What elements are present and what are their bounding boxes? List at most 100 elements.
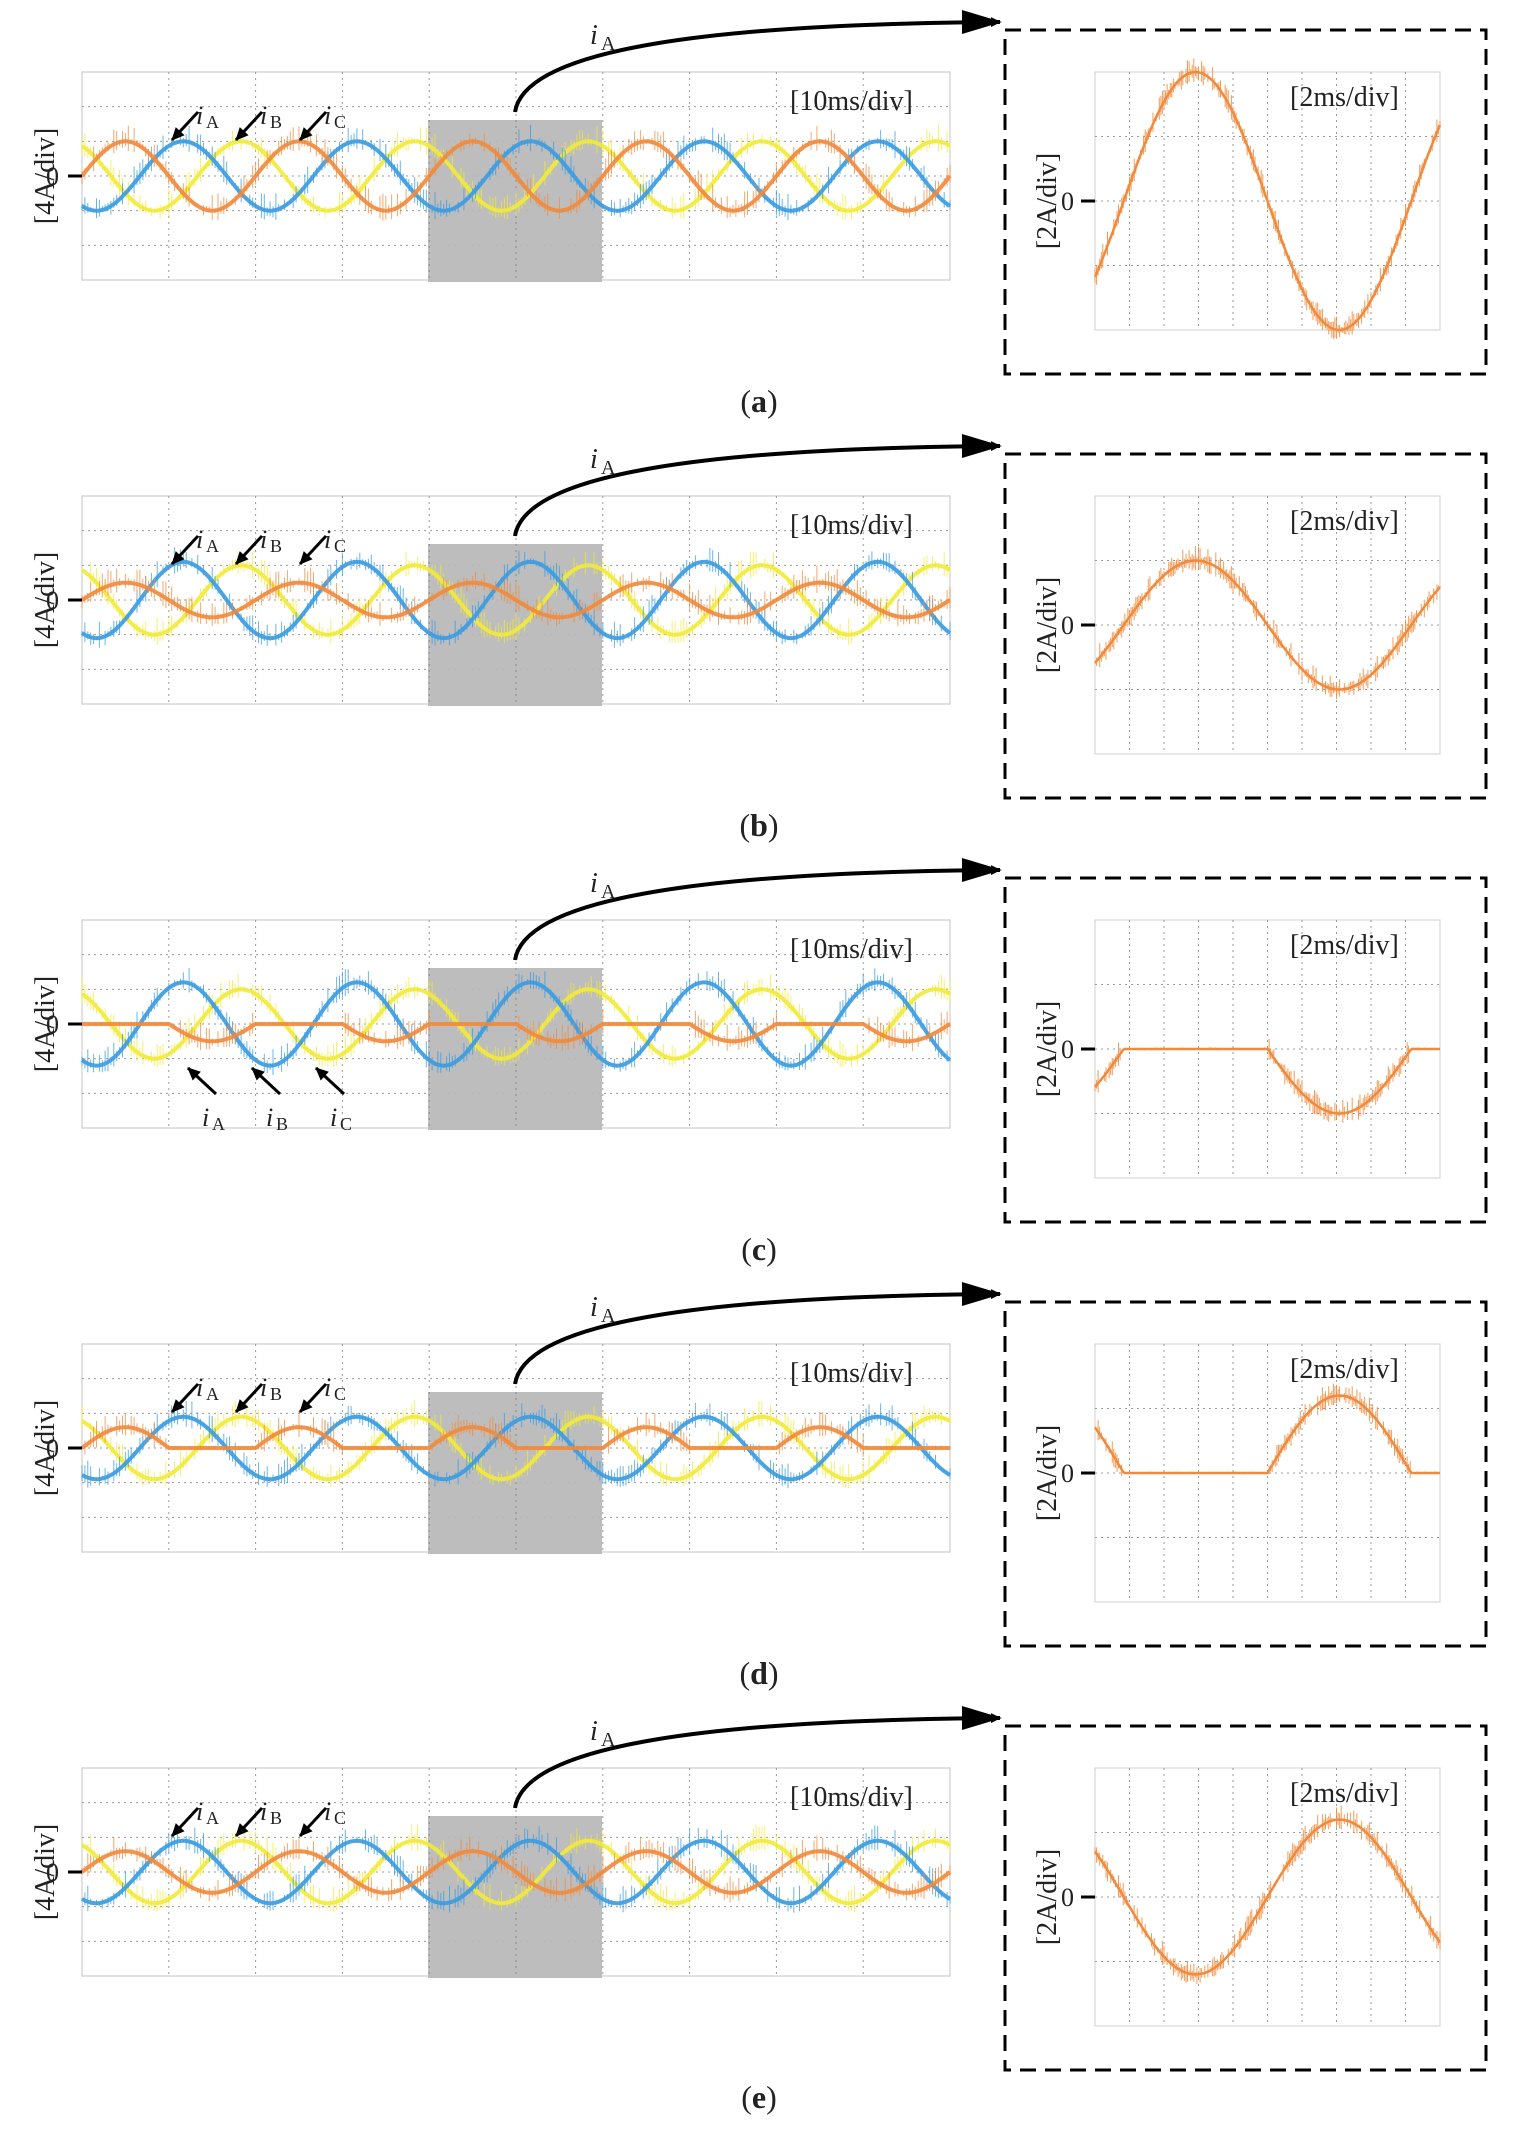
zero-label: 0 xyxy=(46,1858,59,1887)
phase-var: i xyxy=(196,1373,203,1402)
connector-arrowhead xyxy=(962,1282,1002,1306)
zoom-series-iA xyxy=(1093,70,1442,332)
zoom-ylabel: [2A/div] xyxy=(1032,153,1063,249)
series-iB xyxy=(80,980,952,1068)
zoom-timebase: [2ms/div] xyxy=(1290,506,1399,537)
zoom-region-highlight xyxy=(428,1816,602,1978)
phase-sub: C xyxy=(334,1808,346,1828)
phase-var: i xyxy=(330,1103,337,1132)
zoom-title-sub: A xyxy=(601,881,616,903)
pointer-arrow xyxy=(234,1382,264,1414)
connector-arrow xyxy=(513,1289,1001,1385)
zoom-ylabel: [2A/div] xyxy=(1032,1849,1063,1945)
phase-var: i xyxy=(260,1797,267,1826)
phase-sub: A xyxy=(206,1384,219,1404)
main-ylabel: [4A/div] xyxy=(30,976,61,1072)
zoom-title-var: i xyxy=(590,444,598,475)
zoom-timebase: [2ms/div] xyxy=(1290,1354,1399,1385)
phase-var: i xyxy=(260,101,267,130)
zoom-series-iA xyxy=(1093,1394,1440,1475)
caption-letter: c xyxy=(752,1231,766,1267)
pointer-arrow xyxy=(314,1066,346,1096)
zoom-title-var: i xyxy=(590,1292,598,1323)
pointer-arrow xyxy=(250,1066,282,1096)
series-iA xyxy=(82,1022,952,1044)
zoom-box-frame xyxy=(1003,1300,1488,1648)
zoom-timebase: [2ms/div] xyxy=(1290,82,1399,113)
main-ylabel: [4A/div] xyxy=(30,128,61,224)
connector-arrow xyxy=(513,441,1001,537)
panel-caption: (c) xyxy=(741,1231,777,1267)
phase-var: i xyxy=(324,525,331,554)
phase-sub: A xyxy=(206,112,219,132)
caption-close-paren: ) xyxy=(766,2079,777,2115)
zoom-title-sub: A xyxy=(601,1729,616,1751)
phase-var: i xyxy=(324,101,331,130)
zero-label: 0 xyxy=(46,1010,59,1039)
zoom-zero-label: 0 xyxy=(1061,1883,1074,1912)
zoom-plot: 0[2A/div] [2ms/div] xyxy=(1003,28,1488,376)
panel-caption: (e) xyxy=(741,2079,777,2115)
pointer-arrow xyxy=(170,534,200,566)
panel-caption: (a) xyxy=(740,383,777,419)
zero-label: 0 xyxy=(46,1434,59,1463)
phase-sub: A xyxy=(212,1114,225,1134)
connector-arrow xyxy=(513,17,1001,113)
main-timebase: [10ms/div] xyxy=(790,934,913,965)
series-iA xyxy=(80,580,952,620)
main-ylabel: [4A/div] xyxy=(30,552,61,648)
zero-label: 0 xyxy=(46,586,59,615)
zoom-plot: 0[2A/div] [2ms/div] xyxy=(1003,876,1488,1224)
phase-sub: B xyxy=(270,1384,282,1404)
phase-var: i xyxy=(196,101,203,130)
pointer-arrow xyxy=(170,1806,200,1838)
connector-arrowhead xyxy=(962,10,1002,34)
series-iA xyxy=(80,1849,952,1895)
main-ylabel: [4A/div] xyxy=(30,1400,61,1496)
zoom-ylabel: [2A/div] xyxy=(1032,577,1063,673)
caption-letter: d xyxy=(750,1655,768,1691)
phase-sub: C xyxy=(334,1384,346,1404)
pointer-arrow xyxy=(186,1066,218,1096)
zero-label: 0 xyxy=(46,162,59,191)
zoom-region-highlight xyxy=(428,1392,602,1554)
caption-open-paren: ( xyxy=(741,1231,752,1267)
zoom-box-frame xyxy=(1003,452,1488,800)
connector-arrowhead xyxy=(962,434,1002,458)
caption-letter: a xyxy=(751,383,767,419)
caption-letter: e xyxy=(752,2079,766,2115)
pointer-arrow xyxy=(298,110,328,142)
main-timebase: [10ms/div] xyxy=(790,86,913,117)
zoom-zero-label: 0 xyxy=(1061,187,1074,216)
zoom-box-frame xyxy=(1003,28,1488,376)
phase-sub: A xyxy=(206,536,219,556)
caption-open-paren: ( xyxy=(739,807,750,843)
zoom-series-iA xyxy=(1094,1047,1440,1115)
pointer-arrow xyxy=(234,534,264,566)
series-iB xyxy=(80,559,952,641)
pointer-arrow xyxy=(298,534,328,566)
caption-open-paren: ( xyxy=(739,1655,750,1691)
zoom-zero-label: 0 xyxy=(1061,611,1074,640)
caption-close-paren: ) xyxy=(768,807,779,843)
pointer-arrow xyxy=(234,1806,264,1838)
zoom-series-iA xyxy=(1093,1818,1442,1976)
phase-var: i xyxy=(196,525,203,554)
pointer-arrow xyxy=(170,110,200,142)
